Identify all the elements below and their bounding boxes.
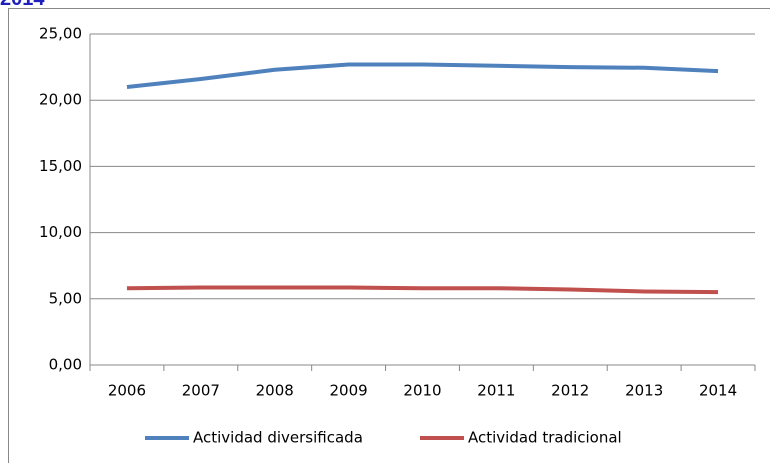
x-tick-label: 2011: [477, 382, 515, 400]
y-tick-label: 25,00: [39, 25, 82, 43]
y-tick-label: 10,00: [39, 223, 82, 241]
y-tick-label: 5,00: [49, 289, 82, 307]
legend-label: Actividad tradicional: [468, 429, 622, 447]
x-tick-label: 2006: [108, 382, 146, 400]
x-tick-label: 2014: [699, 382, 737, 400]
y-tick-label: 0,00: [49, 356, 82, 374]
line-series: [126, 285, 719, 295]
y-tick-label: 15,00: [39, 157, 82, 175]
y-tick-label: 20,00: [39, 91, 82, 109]
x-tick-label: 2010: [403, 382, 441, 400]
x-tick-label: 2012: [551, 382, 589, 400]
legend-label: Actividad diversificada: [193, 429, 363, 447]
x-tick-label: 2013: [625, 382, 663, 400]
x-tick-label: 2009: [330, 382, 368, 400]
x-tick-label: 2007: [182, 382, 220, 400]
line-series: [126, 62, 719, 89]
chart-title: 2014: [0, 0, 45, 10]
x-tick-label: 2008: [256, 382, 294, 400]
